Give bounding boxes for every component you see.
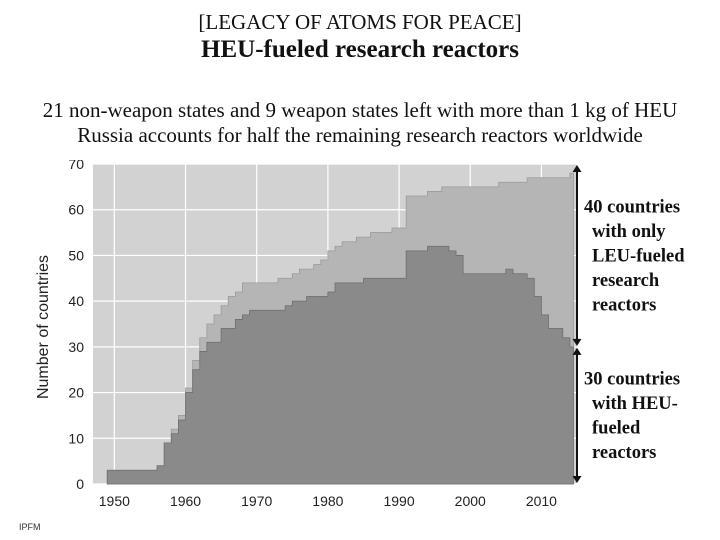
annotation-0-line-3: research <box>592 271 660 291</box>
source-label: IPFM <box>19 522 41 532</box>
y-tick-label-2: 20 <box>68 385 84 401</box>
bracket-title: [LEGACY OF ATOMS FOR PEACE] <box>198 10 522 34</box>
annotation-1-line-2: fueled <box>592 419 641 439</box>
x-tick-label-2: 1970 <box>241 493 272 509</box>
chart-title: HEU-fueled research reactors <box>201 36 519 63</box>
x-tick-label-1: 1960 <box>170 493 201 509</box>
annotation-1-line-1: with HEU- <box>592 394 678 414</box>
y-tick-label-5: 50 <box>68 247 84 263</box>
y-tick-label-3: 30 <box>68 339 84 355</box>
range-brackets <box>572 165 582 483</box>
annotation-0-line-0: 40 countries <box>584 197 680 217</box>
y-tick-label-0: 0 <box>76 476 84 492</box>
x-tick-labels: 1950 1960 1970 1980 1990 2000 2010 <box>99 493 557 509</box>
subtitle-line-1: 21 non-weapon states and 9 weapon states… <box>42 98 678 122</box>
y-axis-label: Number of countries <box>35 255 52 399</box>
area-chart: 0 10 20 30 40 50 60 70 1950 1960 1970 1980 1990 2000… <box>35 160 685 509</box>
x-tick-label-6: 2010 <box>526 493 557 509</box>
annotation-0-line-4: reactors <box>592 295 656 315</box>
y-tick-label-4: 40 <box>68 293 84 309</box>
y-tick-label-1: 10 <box>68 430 84 446</box>
area-heu-countries <box>106 245 574 485</box>
x-tick-label-3: 1980 <box>312 493 343 509</box>
annotation-1-line-0: 30 countries <box>584 370 680 390</box>
subtitle-line-2: Russia accounts for half the remaining r… <box>77 123 643 147</box>
range-annotations: 40 countries with only LEU-fueled research r… <box>584 197 685 463</box>
y-tick-label-6: 60 <box>68 202 84 218</box>
range-bracket-0 <box>572 165 582 346</box>
annotation-0-line-2: LEU-fueled <box>592 246 685 266</box>
x-tick-label-4: 1990 <box>383 493 414 509</box>
x-tick-label-5: 2000 <box>455 493 486 509</box>
y-tick-labels: 0 10 20 30 40 50 60 70 <box>68 160 84 492</box>
x-tick-label-0: 1950 <box>99 493 130 509</box>
annotation-1-line-3: reactors <box>592 443 656 463</box>
annotation-0-line-1: with only <box>592 222 666 242</box>
y-tick-label-7: 70 <box>68 160 84 172</box>
range-bracket-1 <box>572 347 582 483</box>
